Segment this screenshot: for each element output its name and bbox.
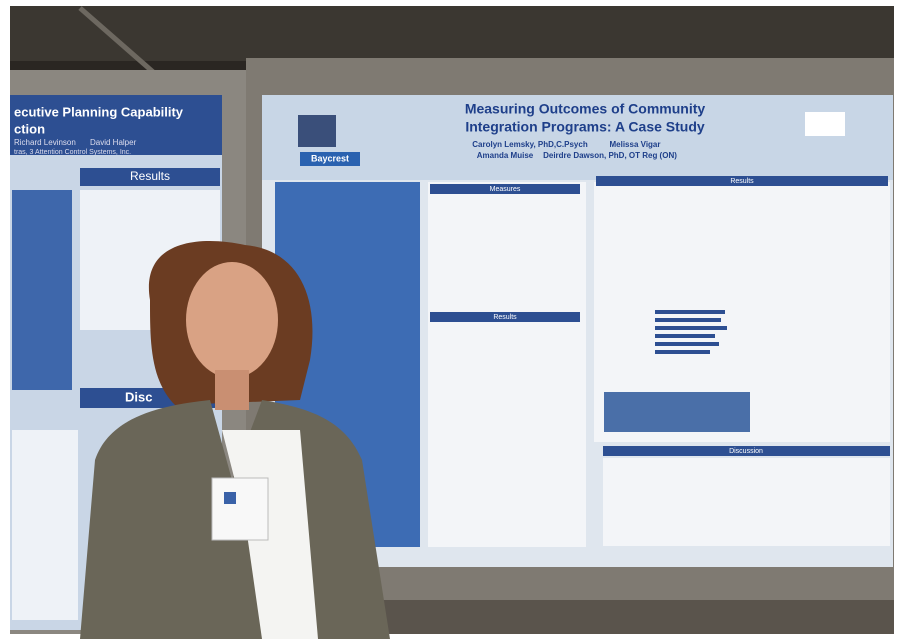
poster-author: Amanda Muise xyxy=(477,151,534,160)
column xyxy=(428,182,586,547)
poster-title: Measuring Outcomes of Community xyxy=(465,101,706,117)
section-title: Discussion xyxy=(729,448,763,455)
poster-author: Deirdre Dawson, PhD, OT Reg (ON) xyxy=(543,151,677,160)
section-bar xyxy=(596,176,888,186)
left-title: ction xyxy=(14,121,45,136)
logo: Baycrest xyxy=(311,153,349,163)
neck xyxy=(215,370,249,410)
bar xyxy=(655,342,719,346)
section-title: Results xyxy=(730,178,754,185)
logo-crest xyxy=(298,115,336,147)
table xyxy=(604,392,750,432)
bar xyxy=(655,334,715,338)
table xyxy=(12,430,78,620)
column xyxy=(603,458,890,546)
ceiling-beam xyxy=(78,6,162,80)
poster-author: Melissa Vigar xyxy=(610,140,661,149)
left-title: ecutive Planning Capability xyxy=(14,104,184,119)
section-bar xyxy=(603,446,890,456)
section-bar xyxy=(430,184,580,194)
left-poster-header xyxy=(10,95,222,155)
section-title: Results xyxy=(493,314,517,321)
logo-box xyxy=(300,152,360,166)
poster-author: Carolyn Lemsky, PhD,C.Psych xyxy=(472,140,588,149)
left-affiliation: tras, 3 Attention Control Systems, Inc. xyxy=(14,149,131,156)
bar xyxy=(655,350,710,354)
poster-title: Integration Programs: A Case Study xyxy=(465,119,705,135)
name-badge xyxy=(211,477,269,541)
bar xyxy=(655,326,727,330)
bar xyxy=(655,310,725,314)
text-column xyxy=(12,190,72,390)
logo-right xyxy=(805,112,845,136)
ceiling xyxy=(10,6,894,61)
bar-figure xyxy=(655,310,727,354)
section-bar xyxy=(430,312,580,322)
left-author: David Halper xyxy=(90,138,137,147)
section-title: Disc xyxy=(125,389,152,404)
section-title: Measures xyxy=(490,186,521,193)
badge-logo xyxy=(224,492,236,504)
section-bar xyxy=(80,168,220,186)
left-author: Richard Levinson xyxy=(14,138,76,147)
bar xyxy=(655,318,721,322)
section-title: Results xyxy=(130,169,170,183)
face xyxy=(186,262,278,378)
poster-header xyxy=(262,95,893,180)
